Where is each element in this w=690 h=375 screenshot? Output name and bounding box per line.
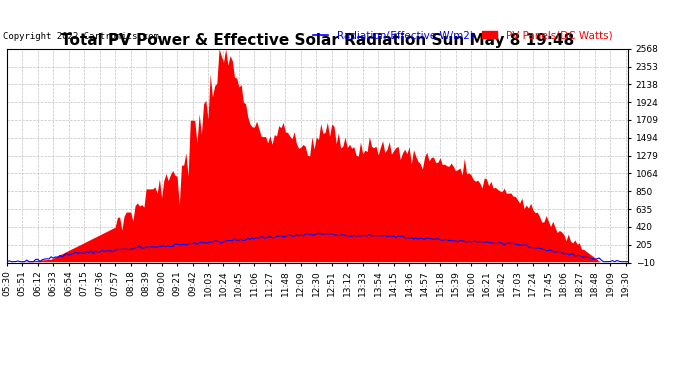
- Legend: Radiation(Effective W/m2), PV Panels(DC Watts): Radiation(Effective W/m2), PV Panels(DC …: [308, 26, 616, 45]
- Title: Total PV Power & Effective Solar Radiation Sun May 8 19:48: Total PV Power & Effective Solar Radiati…: [61, 33, 574, 48]
- Text: Copyright 2022 Cartronics.com: Copyright 2022 Cartronics.com: [3, 32, 159, 41]
